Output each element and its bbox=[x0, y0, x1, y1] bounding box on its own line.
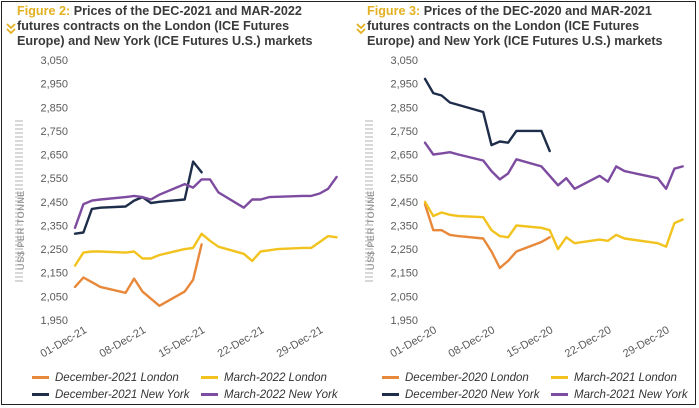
y-tick-label: 2,550 bbox=[40, 173, 68, 185]
y-tick-label: 2,750 bbox=[40, 126, 68, 138]
y-tick-label: 1,950 bbox=[40, 315, 68, 327]
legend-label: December-2021 New York bbox=[55, 388, 190, 401]
figure-3-label: Figure 3: bbox=[367, 4, 421, 18]
y-tick-label: 3,050 bbox=[390, 55, 418, 67]
y-axis-label: US$ PER TONNE bbox=[366, 190, 376, 270]
y-tick-label: 2,350 bbox=[390, 220, 418, 232]
legend-label: March-2021 New York bbox=[574, 388, 688, 401]
double-chevron-down-icon bbox=[6, 23, 16, 35]
x-tick-label: 15-Dec-21 bbox=[157, 324, 207, 360]
legend-swatch bbox=[201, 393, 218, 396]
x-tick-label: 01-Dec-20 bbox=[388, 324, 438, 360]
y-tick-label: 2,050 bbox=[40, 291, 68, 303]
figure-3-legend: December-2020 London March-2021 London D… bbox=[382, 370, 692, 404]
y-tick-label: 2,750 bbox=[390, 126, 418, 138]
legend-label: March-2021 London bbox=[574, 371, 677, 384]
series-line-december-2020-london bbox=[423, 202, 551, 270]
figure-3-title: Figure 3: Prices of the DEC-2020 and MAR… bbox=[367, 4, 689, 49]
y-tick-label: 2,250 bbox=[40, 244, 68, 256]
series-line-december-2021-london bbox=[73, 243, 203, 308]
y-axis-label: US$ PER TONNE bbox=[16, 190, 26, 270]
y-tick-label: 2,450 bbox=[390, 197, 418, 209]
figure-2-label: Figure 2: bbox=[17, 4, 71, 18]
series-line-march-2022-london bbox=[73, 232, 338, 267]
series-line-december-2020-new-york bbox=[423, 77, 551, 153]
x-tick-label: 29-Dec-21 bbox=[275, 324, 325, 360]
y-tick-label: 2,250 bbox=[390, 244, 418, 256]
legend-swatch bbox=[201, 376, 218, 379]
legend-item-mar-london: March-2021 London bbox=[551, 370, 677, 385]
y-tick-label: 2,850 bbox=[390, 102, 418, 114]
x-tick-label: 08-Dec-20 bbox=[447, 324, 497, 360]
figure-2-legend: December-2021 London March-2022 London D… bbox=[32, 370, 342, 404]
series-line-december-2021-new-york bbox=[73, 160, 203, 235]
figure-2-panel: Figure 2: Prices of the DEC-2021 and MAR… bbox=[2, 2, 349, 406]
y-tick-label: 2,650 bbox=[40, 150, 68, 162]
ruler-watermark-icon bbox=[365, 120, 373, 282]
y-tick-label: 2,550 bbox=[390, 173, 418, 185]
figure-2-chart-svg: 3,050 2,950 2,850 2,750 2,650 2,550 2,450 2,350… bbox=[16, 55, 338, 360]
figure-3-title-text: Prices of the DEC-2020 and MAR-2021 futu… bbox=[367, 4, 663, 48]
legend-item-dec-newyork: December-2020 New York bbox=[382, 387, 539, 402]
legend-item-dec-london: December-2021 London bbox=[32, 370, 179, 385]
y-tick-label: 2,850 bbox=[40, 102, 68, 114]
figure-2-title-text: Prices of the DEC-2021 and MAR-2022 futu… bbox=[17, 4, 313, 48]
legend-label: December-2021 London bbox=[55, 371, 179, 384]
y-tick-label: 2,350 bbox=[40, 220, 68, 232]
legend-label: December-2020 New York bbox=[405, 388, 540, 401]
legend-item-dec-newyork: December-2021 New York bbox=[32, 387, 189, 402]
legend-swatch bbox=[551, 376, 568, 379]
ruler-watermark-icon bbox=[15, 120, 23, 282]
legend-item-mar-newyork: March-2022 New York bbox=[201, 387, 338, 402]
legend-item-dec-london: December-2020 London bbox=[382, 370, 529, 385]
x-tick-label: 22-Dec-21 bbox=[216, 324, 266, 360]
figure-3-panel: Figure 3: Prices of the DEC-2020 and MAR… bbox=[352, 2, 697, 406]
legend-label: December-2020 London bbox=[405, 371, 529, 384]
legend-swatch bbox=[32, 376, 49, 379]
series-line-march-2022-new-york bbox=[73, 175, 338, 230]
figure-2-title: Figure 2: Prices of the DEC-2021 and MAR… bbox=[17, 4, 339, 49]
x-tick-label: 01-Dec-21 bbox=[38, 324, 88, 360]
x-tick-label: 22-Dec-20 bbox=[563, 324, 613, 360]
y-tick-label: 2,150 bbox=[390, 268, 418, 280]
y-tick-label: 2,950 bbox=[390, 79, 418, 91]
double-chevron-down-icon bbox=[356, 23, 366, 35]
legend-swatch bbox=[551, 393, 568, 396]
legend-swatch bbox=[32, 393, 49, 396]
y-tick-label: 2,450 bbox=[40, 197, 68, 209]
y-tick-label: 2,950 bbox=[40, 79, 68, 91]
y-tick-label: 3,050 bbox=[40, 55, 68, 67]
legend-swatch bbox=[382, 393, 399, 396]
figure-3-chart: 3,050 2,950 2,850 2,750 2,650 2,550 2,450 2,350… bbox=[352, 52, 699, 367]
legend-label: March-2022 New York bbox=[224, 388, 338, 401]
figure-2-chart: 3,050 2,950 2,850 2,750 2,650 2,550 2,450 2,350… bbox=[2, 52, 349, 367]
x-tick-label: 08-Dec-21 bbox=[98, 324, 148, 360]
x-tick-label: 15-Dec-20 bbox=[505, 324, 555, 360]
y-tick-label: 2,150 bbox=[40, 268, 68, 280]
y-tick-label: 2,650 bbox=[390, 150, 418, 162]
legend-label: March-2022 London bbox=[224, 371, 327, 384]
legend-item-mar-newyork: March-2021 New York bbox=[551, 387, 688, 402]
legend-item-mar-london: March-2022 London bbox=[201, 370, 327, 385]
figure-3-chart-svg: 3,050 2,950 2,850 2,750 2,650 2,550 2,450 2,350… bbox=[366, 55, 684, 360]
y-tick-label: 1,950 bbox=[390, 315, 418, 327]
series-line-march-2021-london bbox=[423, 200, 684, 251]
legend-swatch bbox=[382, 376, 399, 379]
series-line-march-2021-new-york bbox=[423, 141, 684, 191]
x-tick-label: 29-Dec-20 bbox=[621, 324, 671, 360]
y-tick-label: 2,050 bbox=[390, 291, 418, 303]
